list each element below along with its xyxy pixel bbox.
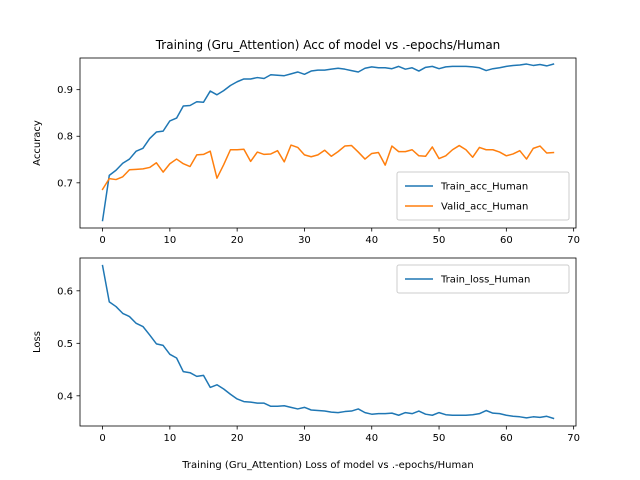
loss-x-tick-label: 10 [163, 433, 176, 444]
accuracy-series-line-0 [101, 63, 555, 222]
loss-legend-label-0: Train_loss_Human [440, 275, 530, 286]
loss-x-axis-label: Training (Gru_Attention) Loss of model v… [181, 460, 473, 471]
loss-x-tick-label: 70 [567, 433, 580, 444]
loss-x-ticks: 0 10 20 30 40 50 60 70 [99, 426, 580, 444]
accuracy-x-tick-label: 40 [365, 235, 378, 246]
accuracy-y-tick-label: 0.7 [57, 178, 73, 189]
accuracy-y-axis-label: Accuracy [32, 120, 43, 166]
accuracy-legend-box [396, 171, 570, 221]
accuracy-y-tick-label: 0.9 [57, 85, 73, 96]
accuracy-x-tick-label: 10 [163, 235, 176, 246]
accuracy-y-ticks: 0.7 0.8 0.9 [57, 85, 80, 189]
loss-subplot: 0 10 20 30 40 50 60 70 0.4 0.5 0.6 Loss Training … [32, 257, 580, 471]
accuracy-x-ticks: 0 10 20 30 40 50 60 70 [99, 228, 580, 246]
loss-x-tick-label: 20 [231, 433, 244, 444]
loss-y-tick-label: 0.4 [57, 391, 73, 402]
loss-series-line-0 [101, 264, 555, 420]
loss-x-tick-label: 40 [365, 433, 378, 444]
accuracy-x-tick-label: 50 [433, 235, 446, 246]
loss-legend-box [396, 264, 570, 294]
accuracy-chart-title: Training (Gru_Attention) Acc of model vs… [155, 38, 501, 52]
accuracy-legend-label-1: Valid_acc_Human [441, 202, 528, 213]
accuracy-series-layer [101, 63, 555, 222]
loss-y-ticks: 0.4 0.5 0.6 [57, 286, 80, 402]
loss-series-layer [101, 264, 555, 420]
accuracy-series-line-1 [101, 144, 555, 191]
accuracy-x-tick-label: 30 [298, 235, 311, 246]
loss-x-tick-label: 30 [298, 433, 311, 444]
accuracy-y-tick-label: 0.8 [57, 132, 73, 143]
loss-plot-frame [79, 257, 577, 427]
accuracy-legend-label-0: Train_acc_Human [440, 182, 528, 193]
accuracy-x-tick-label: 70 [567, 235, 580, 246]
loss-x-tick-label: 60 [500, 433, 513, 444]
accuracy-x-tick-label: 60 [500, 235, 513, 246]
loss-legend: Train_loss_Human [396, 264, 570, 294]
accuracy-legend: Train_acc_Human Valid_acc_Human [396, 171, 570, 221]
loss-y-tick-label: 0.5 [57, 339, 73, 350]
accuracy-plot-frame [79, 57, 577, 229]
loss-x-tick-label: 0 [99, 433, 105, 444]
accuracy-subplot: Training (Gru_Attention) Acc of model vs… [32, 38, 580, 246]
accuracy-x-tick-label: 20 [231, 235, 244, 246]
loss-y-axis-label: Loss [32, 331, 43, 353]
loss-y-tick-label: 0.6 [57, 286, 73, 297]
accuracy-x-tick-label: 0 [99, 235, 105, 246]
loss-x-tick-label: 50 [433, 433, 446, 444]
